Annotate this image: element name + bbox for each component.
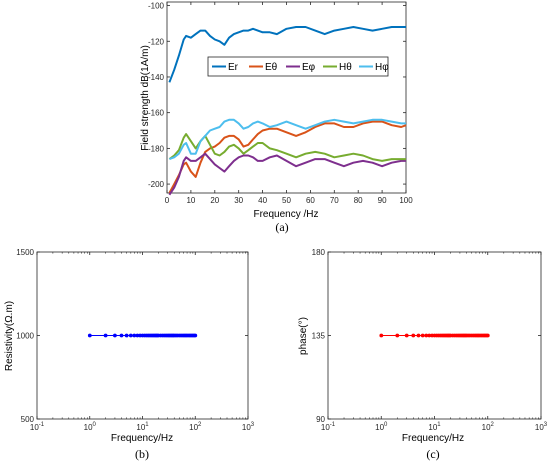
- y-tick-label: -100: [148, 2, 165, 11]
- y-tick-label: 180: [312, 248, 326, 257]
- chart-c-ticks: 10-1 100 101 102 103 90 135 180: [312, 248, 548, 432]
- y-tick-label: -120: [148, 37, 165, 46]
- data-point-4: [416, 333, 421, 338]
- legend-label-3: Hθ: [339, 62, 352, 73]
- data-point-6: [424, 333, 429, 338]
- data-point-0: [87, 333, 92, 338]
- x-tick-label: 102: [189, 422, 202, 432]
- data-point-3: [411, 333, 416, 338]
- x-tick-label: 40: [258, 196, 267, 205]
- series-line-2: [168, 152, 406, 196]
- series-line-4: [169, 118, 406, 161]
- data-point-3: [119, 333, 124, 338]
- x-tick-label: 101: [428, 422, 441, 432]
- y-tick-label: -140: [148, 73, 165, 82]
- chart-a-caption: (a): [275, 220, 288, 234]
- x-tick-label: 103: [535, 422, 548, 432]
- data-point-0: [379, 333, 384, 338]
- chart-a: 0 10 20 30 40 50 60 70 80 90 100 -200 -180 -160 -140 -1…: [140, 2, 413, 234]
- y-tick-label: -180: [148, 144, 165, 153]
- chart-a-ticks: 0 10 20 30 40 50 60 70 80 90 100 -200 -180 -160 -140 -1…: [148, 2, 413, 205]
- chart-b-caption: (b): [135, 447, 149, 461]
- chart-b: 10-1 100 101 102 103 500 1000 1500 Frequency/Hz…: [4, 248, 255, 461]
- series-line-0: [168, 26, 406, 83]
- x-tick-label: 90: [378, 196, 387, 205]
- data-point-1: [395, 333, 400, 338]
- x-tick-label: 0: [165, 196, 170, 205]
- chart-b-xlabel: Frequency/Hz: [111, 433, 173, 444]
- y-tick-label: 90: [316, 415, 325, 424]
- x-tick-label: 100: [399, 196, 413, 205]
- chart-a-legend: Er Eθ Eφ Hθ Hφ: [207, 56, 389, 77]
- chart-b-ylabel: Resistivity(Ω.m): [4, 301, 15, 371]
- y-tick-label: -160: [148, 109, 165, 118]
- y-tick-label: 1500: [16, 248, 34, 257]
- series-line-3: [168, 133, 406, 162]
- data-point-2: [404, 333, 409, 338]
- y-tick-label: 1000: [16, 332, 34, 341]
- data-point-5: [128, 333, 133, 338]
- x-tick-label: 101: [136, 422, 149, 432]
- chart-a-xlabel: Frequency /Hz: [253, 209, 318, 220]
- x-tick-label: 30: [234, 196, 243, 205]
- data-point-7: [427, 333, 432, 338]
- x-tick-label: 60: [306, 196, 315, 205]
- x-tick-label: 103: [242, 422, 255, 432]
- y-tick-label: -200: [148, 180, 165, 189]
- data-point-5: [420, 333, 425, 338]
- data-point-43: [193, 333, 198, 338]
- x-tick-label: 102: [482, 422, 495, 432]
- data-point-4: [124, 333, 129, 338]
- data-point-6: [132, 333, 137, 338]
- chart-c-series: [379, 333, 490, 338]
- chart-c-ylabel: phase(°): [298, 317, 309, 355]
- chart-b-ticks: 10-1 100 101 102 103 500 1000 1500: [16, 248, 255, 432]
- chart-a-ylabel: Field strength dB(1A/m): [140, 45, 151, 151]
- legend-label-0: Er: [228, 62, 239, 73]
- data-point-1: [103, 333, 108, 338]
- x-tick-label: 50: [282, 196, 291, 205]
- y-tick-label: 135: [312, 332, 326, 341]
- chart-c: 10-1 100 101 102 103 90 135 180 Frequency/Hz ph…: [298, 248, 548, 461]
- x-tick-label: 70: [330, 196, 339, 205]
- x-tick-label: 10-1: [321, 422, 336, 432]
- x-tick-label: 100: [375, 422, 388, 432]
- legend-label-2: Eφ: [302, 62, 316, 73]
- chart-a-series: [168, 26, 407, 196]
- chart-c-caption: (c): [426, 447, 439, 461]
- data-point-43: [485, 333, 490, 338]
- x-tick-label: 20: [210, 196, 219, 205]
- x-tick-label: 10: [186, 196, 195, 205]
- data-point-7: [135, 333, 140, 338]
- x-tick-label: 100: [84, 422, 97, 432]
- x-tick-label: 10-1: [30, 422, 45, 432]
- y-tick-label: 500: [21, 415, 35, 424]
- legend-label-4: Hφ: [375, 62, 389, 73]
- chart-c-xlabel: Frequency/Hz: [402, 433, 464, 444]
- data-point-2: [113, 333, 117, 338]
- x-tick-label: 80: [354, 196, 363, 205]
- chart-b-series: [87, 333, 198, 338]
- series-line-1: [168, 120, 407, 194]
- legend-label-1: Eθ: [265, 62, 278, 73]
